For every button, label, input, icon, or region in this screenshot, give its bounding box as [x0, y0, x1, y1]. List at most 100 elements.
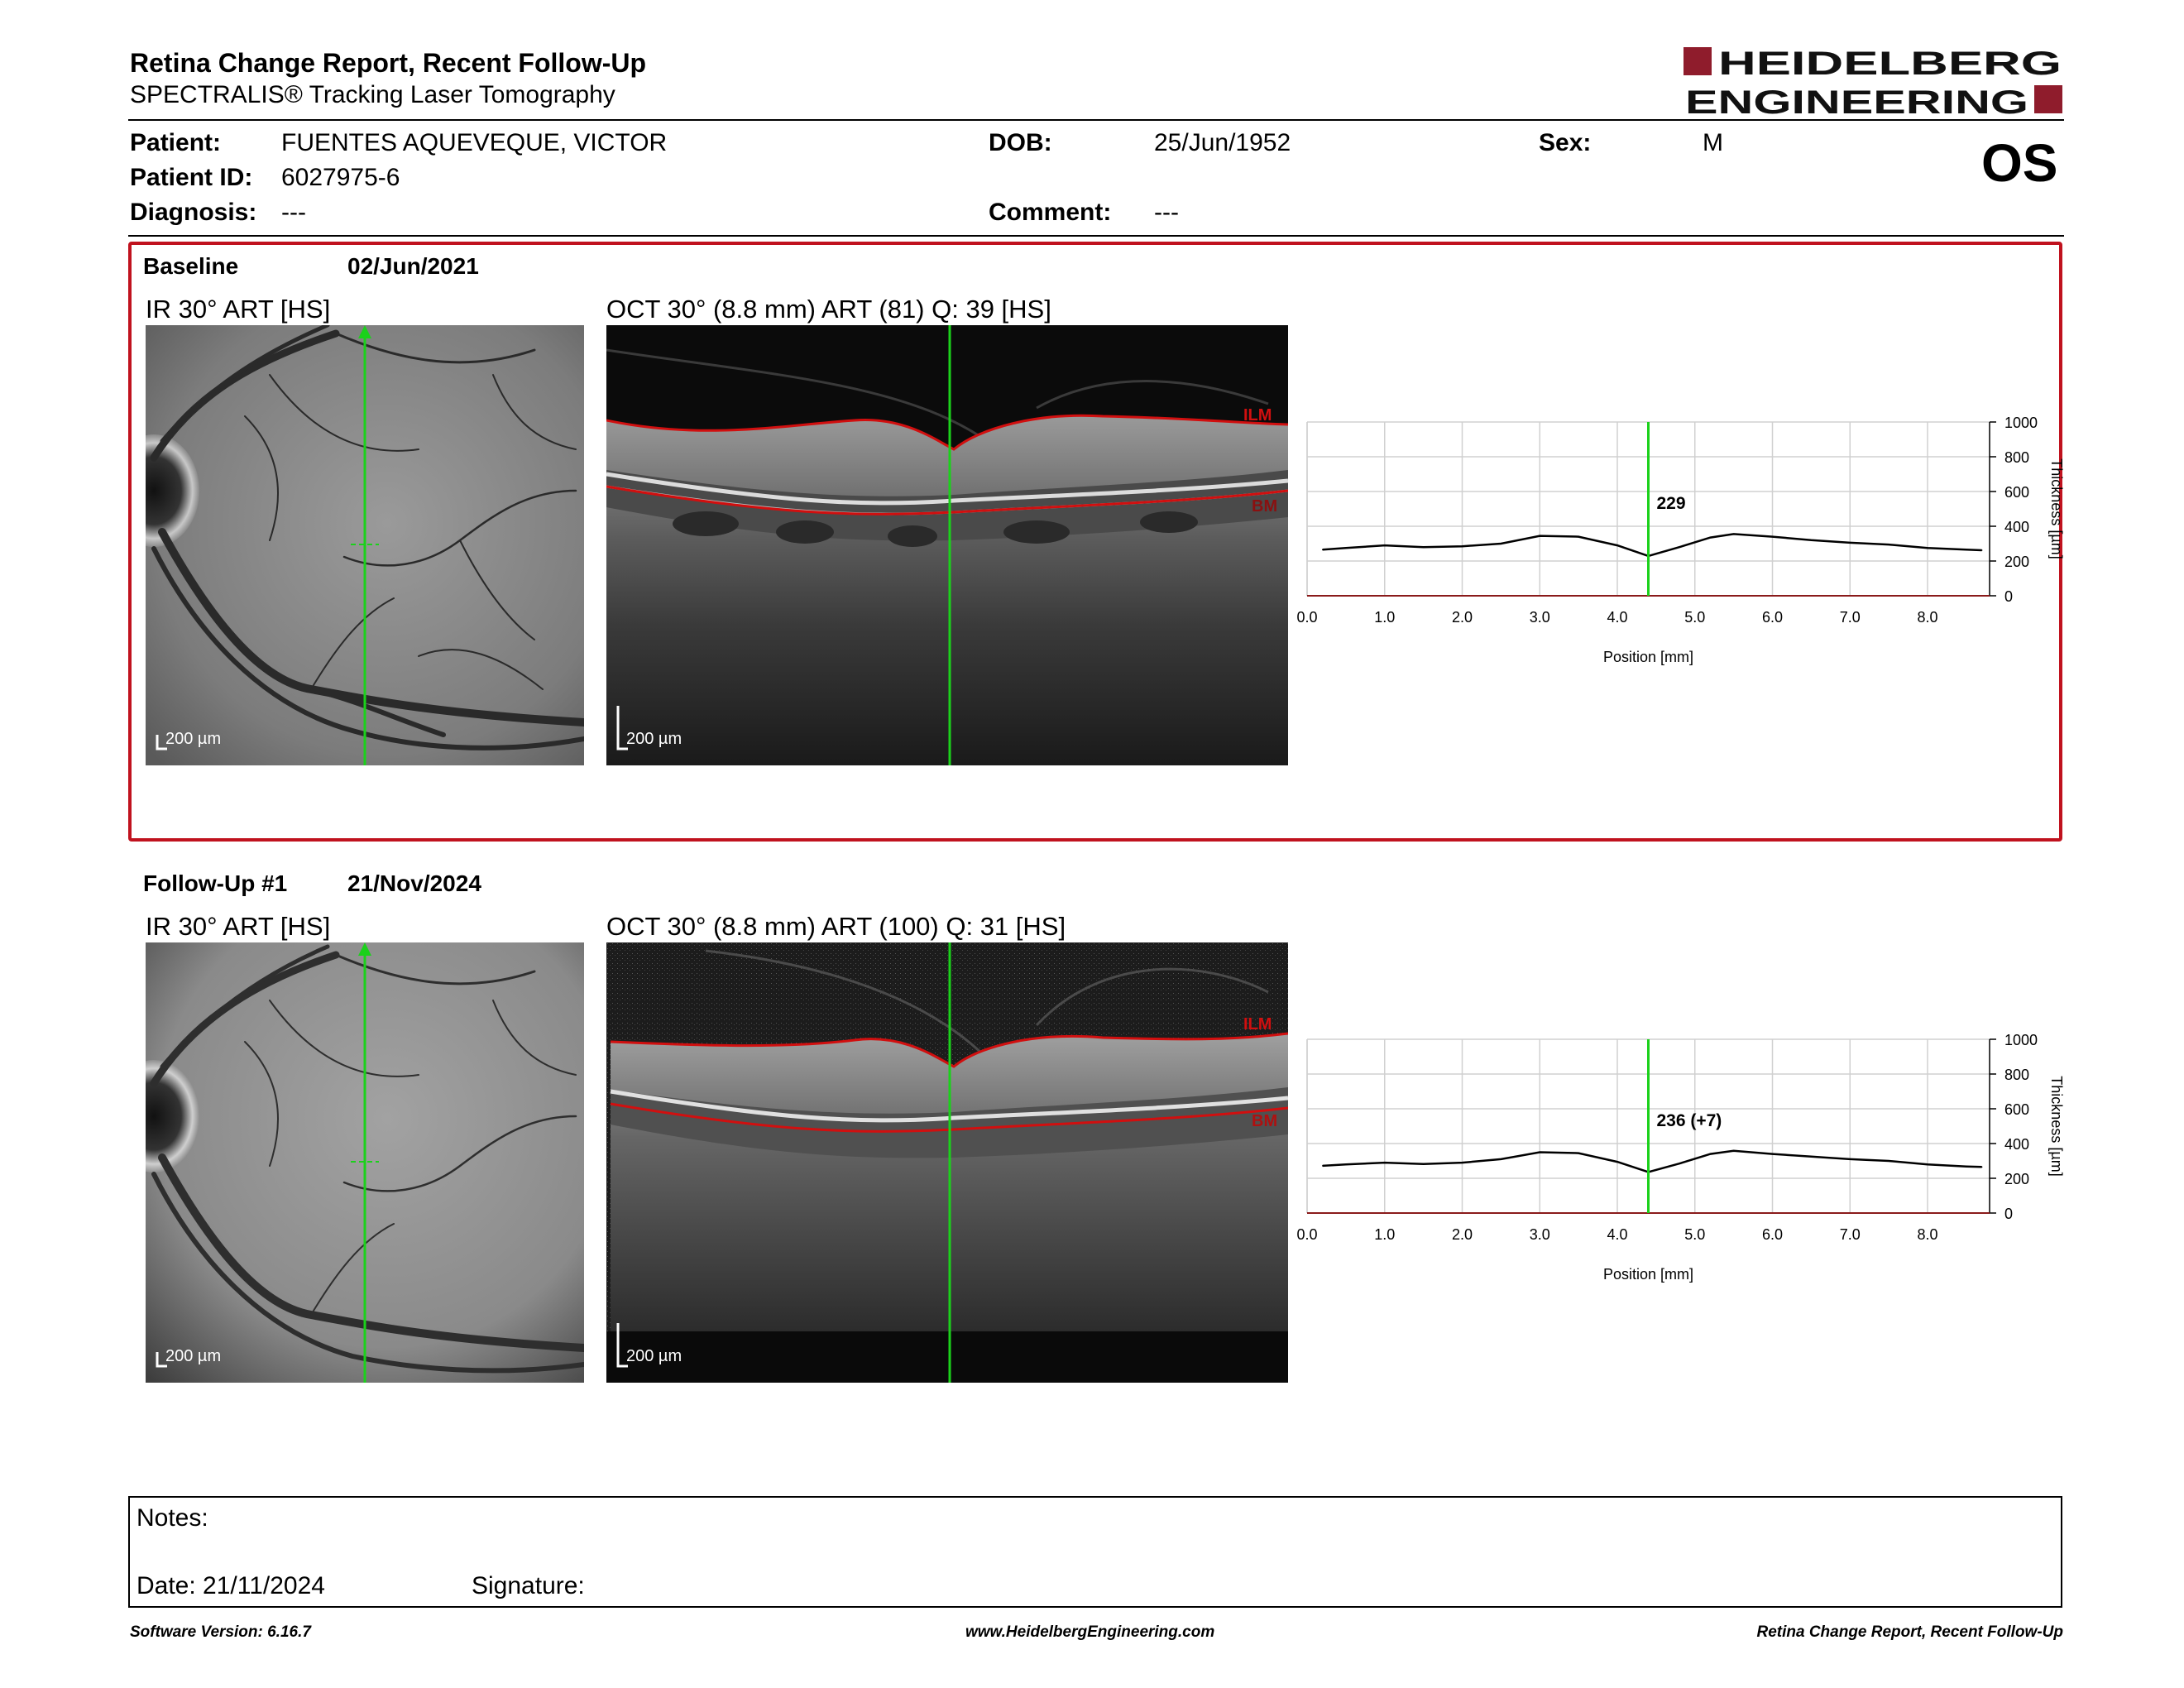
comment-value: ---: [1154, 199, 1179, 226]
y-tick-label: 400: [2004, 1136, 2029, 1153]
x-tick-label: 2.0: [1452, 1226, 1473, 1243]
baseline-bm-label: BM: [1252, 497, 1277, 516]
x-tick-label: 0.0: [1296, 609, 1317, 626]
x-tick-label: 3.0: [1530, 1226, 1550, 1243]
thickness-point: [1500, 1158, 1502, 1160]
thickness-point: [1321, 549, 1324, 551]
patient-id-value: 6027975-6: [281, 164, 400, 191]
followup-thickness-chart[interactable]: 0 200 400 600 800 1000 0.0 1.0 2.0 3.0 4.0 5.0 6.0 7.…: [1291, 1023, 2085, 1296]
thickness-point: [1461, 545, 1463, 547]
thickness-point: [1980, 1166, 1983, 1168]
notes-box[interactable]: Notes: Date: 21/11/2024 Signature:: [128, 1496, 2062, 1608]
y-axis-label: Thickness [µm]: [2048, 1076, 2065, 1176]
thickness-point: [1345, 1163, 1347, 1165]
x-axis-label: Position [mm]: [1603, 1266, 1693, 1283]
x-tick-label: 2.0: [1452, 609, 1473, 626]
followup-date: 21/Nov/2024: [347, 870, 481, 896]
thickness-point: [1679, 1163, 1680, 1164]
thickness-point: [1500, 543, 1502, 544]
y-tick-label: 0: [2004, 1206, 2013, 1222]
sex-value: M: [1703, 129, 1723, 156]
x-tick-label: 5.0: [1684, 1226, 1705, 1243]
dob-label: DOB:: [989, 129, 1052, 156]
followup-bm-label: BM: [1252, 1112, 1277, 1130]
comment-label: Comment:: [989, 199, 1112, 226]
baseline-highlight-box: [128, 242, 2062, 842]
thickness-point: [1383, 1162, 1386, 1163]
sex-label: Sex:: [1539, 129, 1592, 156]
y-tick-label: 200: [2004, 554, 2029, 570]
baseline-ir-scale: 200 µm: [165, 730, 221, 748]
report-title: Retina Change Report, Recent Follow-Up: [130, 48, 647, 78]
x-axis-label: Position [mm]: [1603, 649, 1693, 665]
thickness-point: [1709, 1153, 1712, 1155]
y-tick-label: 400: [2004, 519, 2029, 535]
thickness-point: [1966, 549, 1967, 551]
thickness-point: [1345, 547, 1347, 549]
patient-name: FUENTES AQUEVEQUE, VICTOR: [281, 129, 668, 156]
thickness-point: [1578, 1152, 1579, 1154]
position-marker-value: 236 (+7): [1657, 1111, 1722, 1130]
followup-oct-label: OCT 30° (8.8 mm) ART (100) Q: 31 [HS]: [606, 912, 1066, 941]
followup-ir-scale: 200 µm: [165, 1347, 221, 1365]
baseline-date: 02/Jun/2021: [347, 253, 479, 279]
x-tick-label: 0.0: [1296, 1226, 1317, 1243]
baseline-thickness-chart[interactable]: 0 200 400 600 800 1000 0.0 1.0 2.0 3.0 4.0 5.0 6.0 7.…: [1291, 405, 2085, 679]
thickness-point: [1461, 1162, 1463, 1163]
thickness-point: [1771, 535, 1774, 538]
logo-line1: HEIDELBERG: [1718, 46, 2062, 82]
x-tick-label: 7.0: [1840, 1226, 1861, 1243]
y-axis-label: Thickness [µm]: [2048, 458, 2065, 559]
y-tick-label: 800: [2004, 1067, 2029, 1083]
diagnosis-label: Diagnosis:: [130, 199, 257, 226]
thickness-point: [1888, 544, 1889, 545]
thickness-point: [1980, 549, 1983, 551]
baseline-ir-fundus-image[interactable]: 200 µm: [146, 325, 584, 765]
followup-ilm-label: ILM: [1243, 1015, 1272, 1033]
baseline-label: Baseline: [143, 253, 239, 279]
thickness-point: [1539, 535, 1541, 537]
baseline-oct-scale: 200 µm: [626, 730, 682, 748]
thickness-point: [1849, 1158, 1851, 1160]
thickness-point: [1422, 546, 1425, 548]
followup-oct-scale: 200 µm: [626, 1347, 682, 1365]
footer-software-version: Software Version: 6.16.7: [130, 1623, 311, 1641]
thickness-point: [1539, 1151, 1541, 1153]
report-subtitle: SPECTRALIS® Tracking Laser Tomography: [130, 81, 615, 108]
logo-line2: ENGINEERING: [1685, 84, 2028, 120]
x-tick-label: 6.0: [1762, 1226, 1783, 1243]
heidelberg-logo: HEIDELBERG ENGINEERING: [1684, 46, 2062, 120]
header-rule: [128, 119, 2064, 121]
signature-label: Signature:: [472, 1572, 585, 1599]
patient-label: Patient:: [130, 129, 222, 156]
x-tick-label: 4.0: [1607, 609, 1627, 626]
patient-rule: [128, 235, 2064, 237]
x-tick-label: 3.0: [1530, 609, 1550, 626]
thickness-point: [1771, 1153, 1774, 1155]
x-tick-label: 4.0: [1607, 1226, 1627, 1243]
thickness-point: [1616, 544, 1618, 546]
thickness-point: [1732, 1150, 1735, 1152]
x-tick-label: 1.0: [1374, 609, 1395, 626]
thickness-point: [1810, 539, 1813, 541]
notes-label: Notes:: [136, 1504, 208, 1532]
thickness-point: [1966, 1165, 1967, 1168]
y-tick-label: 800: [2004, 449, 2029, 466]
baseline-oct-bscan-image[interactable]: ILM BM 200 µm: [606, 325, 1288, 765]
thickness-point: [1679, 546, 1680, 548]
y-tick-label: 1000: [2004, 1032, 2038, 1048]
thickness-line: [1322, 1149, 1982, 1173]
followup-oct-bscan-image[interactable]: ILM BM 200 µm: [606, 942, 1288, 1383]
footer-website-link[interactable]: www.HeidelbergEngineering.com: [965, 1623, 1215, 1641]
followup-ir-fundus-image[interactable]: 200 µm: [146, 942, 584, 1383]
y-tick-label: 600: [2004, 484, 2029, 501]
y-tick-label: 200: [2004, 1171, 2029, 1187]
thickness-point: [1383, 544, 1386, 546]
baseline-ir-label: IR 30° ART [HS]: [146, 295, 331, 324]
thickness-point: [1732, 533, 1735, 535]
baseline-ilm-label: ILM: [1243, 406, 1272, 424]
thickness-point: [1616, 1161, 1618, 1163]
y-tick-label: 0: [2004, 588, 2013, 605]
thickness-point: [1321, 1165, 1324, 1167]
thickness-point: [1849, 542, 1851, 544]
